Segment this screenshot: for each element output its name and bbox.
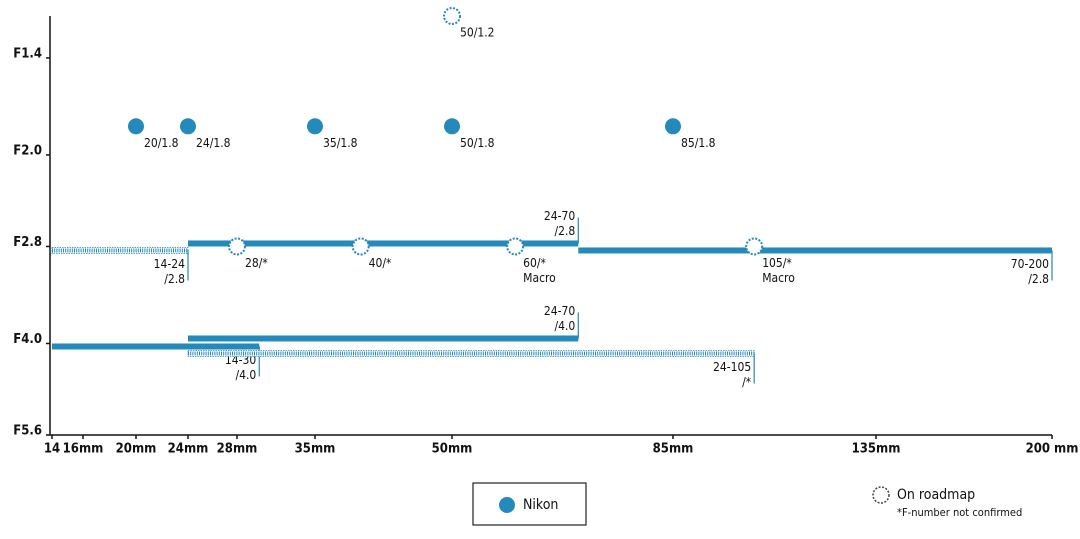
range-bar [187,350,755,357]
lens-label: 50/1.8 [460,136,495,150]
lens-label: 28/* [245,256,268,270]
range-label: /2.8 [554,224,575,238]
y-tick-label: F1.4 [13,46,42,61]
lens-label: 85/1.8 [681,136,716,150]
lens-label: 24/1.8 [196,136,231,150]
legend-label: On roadmap [897,487,975,503]
legend-swatch [872,486,890,504]
lens-label: Macro [762,271,795,285]
range-label: 70-200 [1011,257,1049,271]
range-label: /2.8 [1028,272,1049,286]
range-bar [188,335,579,342]
lens-label: 20/1.8 [144,136,179,150]
lens [665,118,681,135]
range-label: 14-24 [154,257,185,271]
range-bar [188,240,579,247]
lens [128,118,144,135]
range-bar [578,247,1052,254]
x-tick-label: 200 mm [1026,442,1079,457]
legend-box [472,482,587,526]
x-tick-label: 28mm [217,442,258,457]
x-tick-label: 50mm [432,442,473,457]
range-label: 24-70 [544,209,575,223]
x-tick-label: 14 [44,442,60,457]
lens-label: 50/1.2 [460,26,495,40]
lens-label: 60/* [523,256,546,270]
x-tick-label: 135mm [852,442,901,457]
y-tick-label: F2.0 [13,143,42,158]
lens [307,118,323,135]
legend-label: Nikon [523,497,558,513]
roadmap-lens [351,237,370,256]
roadmap-lens [506,237,525,256]
x-tick-label: 24mm [168,442,209,457]
lens-label: Macro [523,271,556,285]
range-label: /* [742,375,752,389]
y-tick-label: F2.8 [13,235,42,250]
roadmap-lens [228,237,246,256]
legend-swatch [499,497,515,513]
range-label: /2.8 [164,272,185,286]
x-tick-label: 35mm [295,442,336,457]
lens-label: 35/1.8 [323,136,358,150]
roadmap-lens [745,237,764,256]
y-tick-label: F5.6 [13,424,42,439]
roadmap-lens [443,7,461,25]
lens [444,118,460,135]
x-tick-label: 20mm [116,442,157,457]
range-label: /4.0 [554,319,575,333]
range-bar [52,343,260,350]
lens [180,118,196,135]
y-tick-label: F4.0 [13,332,42,347]
lens-label: 40/* [369,256,392,270]
x-tick-label: 85mm [653,442,694,457]
legend-note: *F-number not confirmed [897,506,1022,519]
range-label: 24-70 [544,304,575,318]
range-label: 24-105 [713,360,751,374]
x-tick-label: 16mm [63,442,104,457]
range-label: /4.0 [235,368,256,382]
lens-label: 105/* [762,256,792,270]
